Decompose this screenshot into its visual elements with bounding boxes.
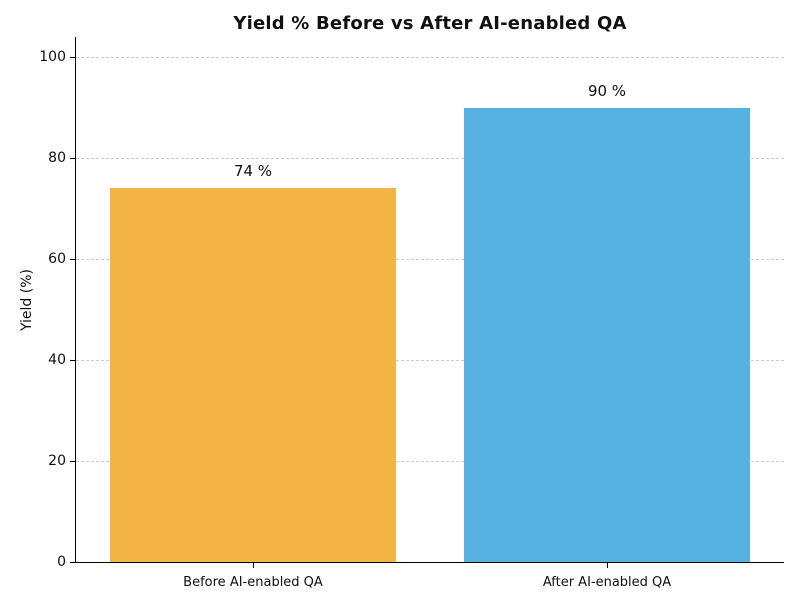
gridline-y-40	[76, 360, 784, 362]
gridline-y-100	[76, 57, 784, 59]
y-axis-label: Yield (%)	[19, 268, 35, 332]
bar-before	[109, 188, 397, 562]
chart-title: Yield % Before vs After AI-enabled QA	[233, 13, 627, 34]
gridline-y-20	[76, 461, 784, 463]
gridline-y-80	[76, 158, 784, 160]
x-tick-mark-0	[253, 563, 254, 568]
bar-value-label-before: 74 %	[233, 162, 273, 181]
x-tick-label-after: After AI-enabled QA	[542, 575, 672, 590]
y-tick-mark-20	[70, 461, 75, 463]
plot-area: 0 20 40 60 80 100 74 % Before AI-enabled QA 90 %…	[39, 37, 784, 590]
y-tick-label-100: 100	[39, 49, 66, 66]
y-tick-label-20: 20	[48, 453, 66, 470]
y-tick-mark-40	[70, 360, 75, 362]
y-tick-label-60: 60	[48, 251, 66, 268]
y-tick-mark-100	[70, 57, 75, 59]
x-axis-spine	[75, 562, 784, 563]
y-tick-label-40: 40	[48, 352, 66, 369]
bar-value-label-after: 90 %	[587, 81, 627, 100]
x-tick-label-before: Before AI-enabled QA	[183, 575, 323, 590]
x-tick-mark-1	[607, 563, 608, 568]
y-tick-mark-0	[70, 562, 75, 563]
bar-after	[463, 107, 751, 562]
y-tick-mark-80	[70, 158, 75, 160]
y-tick-mark-60	[70, 259, 75, 261]
gridline-y-60	[76, 259, 784, 261]
y-tick-label-0: 0	[57, 554, 66, 570]
y-axis-spine	[75, 37, 76, 562]
y-tick-label-80: 80	[48, 150, 66, 167]
